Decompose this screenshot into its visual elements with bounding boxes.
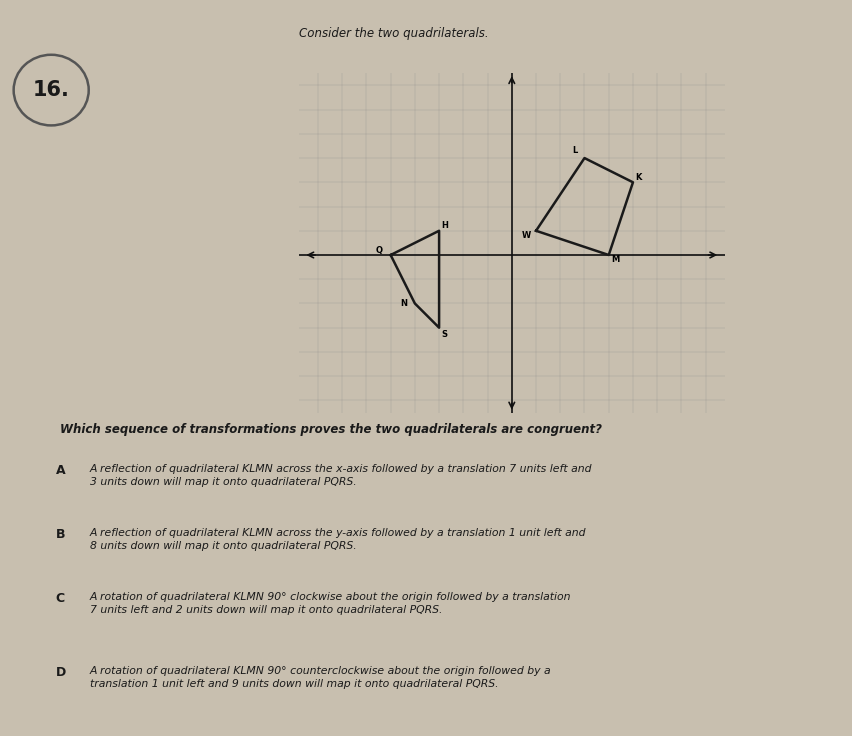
Text: B: B [55, 528, 65, 541]
Text: L: L [572, 146, 577, 155]
Text: A rotation of quadrilateral KLMN 90° counterclockwise about the origin followed : A rotation of quadrilateral KLMN 90° cou… [89, 666, 550, 690]
Text: D: D [55, 666, 66, 679]
Text: C: C [55, 592, 65, 605]
Text: M: M [610, 255, 619, 264]
Text: Which sequence of transformations proves the two quadrilaterals are congruent?: Which sequence of transformations proves… [60, 423, 601, 436]
Text: H: H [441, 222, 448, 230]
Text: A reflection of quadrilateral KLMN across the y-axis followed by a translation 1: A reflection of quadrilateral KLMN acros… [89, 528, 585, 551]
Text: S: S [441, 330, 447, 339]
Text: A reflection of quadrilateral KLMN across the x-axis followed by a translation 7: A reflection of quadrilateral KLMN acros… [89, 464, 591, 487]
Text: 16.: 16. [32, 80, 70, 100]
Text: K: K [635, 173, 641, 182]
Text: Q: Q [376, 246, 383, 255]
Text: A rotation of quadrilateral KLMN 90° clockwise about the origin followed by a tr: A rotation of quadrilateral KLMN 90° clo… [89, 592, 570, 615]
Text: Consider the two quadrilaterals.: Consider the two quadrilaterals. [298, 27, 487, 40]
Text: A: A [55, 464, 65, 477]
Text: W: W [521, 231, 530, 240]
Text: N: N [400, 299, 407, 308]
